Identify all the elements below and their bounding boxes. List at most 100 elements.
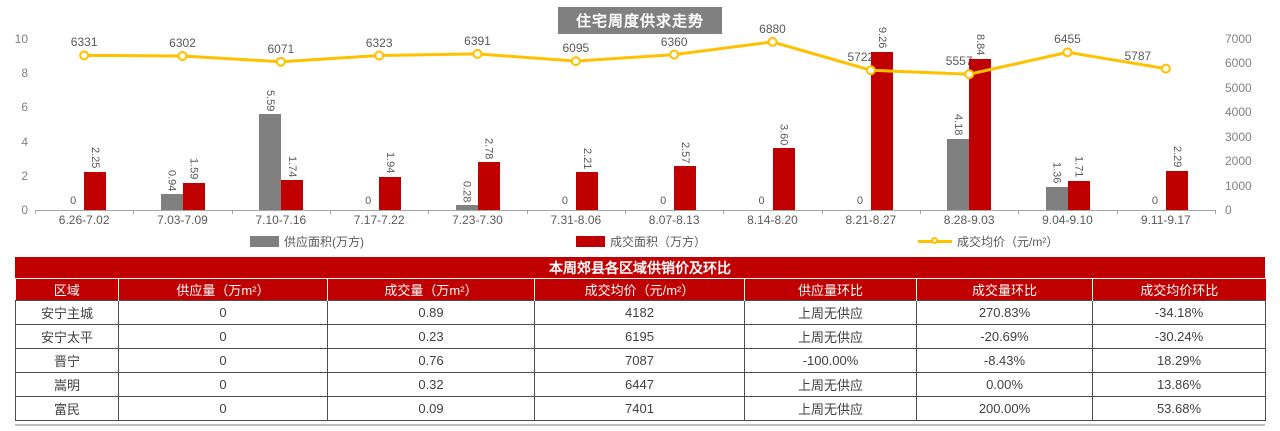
bar-zero-label: 0 [365, 195, 372, 207]
left-axis: 10 8 6 4 2 0 [8, 32, 28, 217]
deal-bar [575, 172, 598, 210]
price-point-marker [374, 50, 385, 61]
bar-value-label: 1.71 [1072, 156, 1085, 178]
plot-area: 6331 6302 6071 6323 6391 6095 6360 6880 5722 5557… [35, 22, 1216, 214]
price-point-marker [669, 49, 680, 60]
table-header-cell: 成交量环比 [916, 279, 1093, 300]
legend-item: 成交面积（万方） [576, 233, 706, 250]
x-axis-tick [1018, 210, 1020, 214]
table-cell: 0 [118, 395, 328, 421]
table-cell: 晋宁 [15, 347, 119, 373]
right-axis-tick: 5000 [1225, 80, 1252, 95]
legend-line-marker [918, 236, 952, 247]
table-header-cell: 供应量环比 [744, 279, 917, 300]
deal-bar [379, 176, 402, 210]
table-cell: 安宁主城 [15, 299, 119, 325]
price-point-label: 6323 [365, 35, 393, 50]
x-category-label: 9.11-9.17 [1140, 213, 1191, 227]
price-trend-line [79, 36, 1171, 80]
table-cell: -30.24% [1092, 323, 1266, 349]
table-cell: -8.43% [916, 347, 1093, 373]
price-point-label: 6360 [660, 34, 688, 49]
price-point-label: 6455 [1054, 32, 1081, 47]
price-point-label: 6391 [464, 33, 491, 48]
deal-bar [477, 162, 500, 210]
bar-value-label: 1.74 [285, 155, 298, 178]
table-cell: 6447 [534, 371, 745, 397]
legend-line-ring [931, 237, 938, 244]
table-cell: 18.29% [1092, 347, 1266, 373]
bar-value-label: 0.28 [460, 180, 473, 203]
legend-label: 成交面积（万方） [610, 235, 707, 249]
table-header-cell: 成交量（万m²） [327, 279, 535, 300]
x-category-label: 7.03-7.09 [157, 213, 208, 227]
price-point-marker [570, 56, 581, 67]
x-axis-tick [1116, 210, 1118, 214]
chart-title: 住宅周度供求走势 [557, 7, 723, 34]
price-point-marker [177, 51, 188, 62]
district-summary-table: 本周郊县各区域供销价及环比 区域 供应量（万m²） 成交量（万m²） 成交均价（元/m… [15, 257, 1266, 426]
bar-zero-label: 0 [856, 195, 863, 207]
supply-bar [160, 193, 183, 210]
bar-value-label: 2.29 [1170, 146, 1183, 168]
right-axis-tick: 4000 [1225, 105, 1252, 120]
deal-bar [182, 182, 205, 210]
table-cell: 0.32 [327, 371, 535, 397]
x-axis-tick [1215, 210, 1216, 214]
table-cell: 0 [118, 323, 328, 349]
x-axis-tick [231, 210, 233, 214]
table-header-row: 区域 供应量（万m²） 成交量（万m²） 成交均价（元/m²） 供应量环比 成交量环比 成交… [15, 279, 1266, 300]
table-row: 富民 0 0.09 7401 上周无供应 200.00% 53.68% [15, 395, 1266, 421]
legend-label: 成交均价（元/m²） [957, 235, 1059, 249]
right-axis-tick: 7000 [1225, 32, 1252, 46]
legend-label: 供应面积(万方) [284, 235, 364, 249]
right-axis-tick: 6000 [1225, 56, 1252, 71]
table-cell: 200.00% [916, 395, 1093, 421]
bar-value-label: 2.21 [580, 147, 593, 170]
deal-bar [674, 166, 697, 210]
district-table: 区域 供应量（万m²） 成交量（万m²） 成交均价（元/m²） 供应量环比 成交量环比 成交… [15, 279, 1266, 421]
table-cell: 0 [118, 299, 328, 325]
price-point-label: 6071 [267, 41, 295, 56]
x-category-label: 8.07-8.13 [648, 213, 700, 227]
x-category-label: 8.28-9.03 [943, 213, 995, 227]
table-row: 晋宁 0 0.76 7087 -100.00% -8.43% 18.29% [15, 347, 1266, 373]
deal-bar [772, 148, 795, 210]
x-axis-tick [330, 210, 331, 214]
table-header-cell: 成交均价（元/m²） [534, 279, 745, 300]
left-axis-tick: 2 [21, 168, 28, 183]
supply-bar [455, 205, 478, 210]
x-axis-tick [821, 210, 823, 214]
bar-value-label: 1.59 [187, 158, 200, 180]
table-cell: 0.09 [327, 395, 535, 421]
price-point-label: 6302 [169, 36, 196, 51]
bar-value-label: 2.25 [89, 147, 102, 169]
price-point-marker [275, 56, 286, 67]
table-cell: 4182 [534, 299, 745, 325]
table-cell: 270.83% [916, 299, 1093, 325]
left-axis-tick: 6 [21, 100, 28, 115]
deal-bar [870, 51, 893, 210]
table-header-cell: 区域 [15, 279, 119, 300]
table-cell: -100.00% [744, 347, 917, 373]
x-category-label: 8.14-8.20 [747, 213, 798, 227]
table-cell: 0 [118, 371, 328, 397]
bar-zero-label: 0 [1151, 195, 1158, 207]
left-axis-tick: 8 [21, 66, 28, 81]
x-axis-tick [526, 210, 528, 214]
x-category-label: 7.10-7.16 [255, 213, 307, 227]
bar-value-label: 4.18 [952, 114, 965, 136]
bar-zero-label: 0 [758, 195, 765, 207]
bar-zero-label: 0 [561, 195, 568, 207]
table-cell: 富民 [15, 395, 119, 421]
deal-bar [1067, 180, 1090, 210]
x-category-label: 9.04-9.10 [1042, 213, 1093, 227]
table-header-cell: 供应量（万m²） [118, 279, 328, 300]
price-point-marker [1062, 47, 1073, 58]
table-row: 安宁太平 0 0.23 6195 上周无供应 -20.69% -30.24% [15, 323, 1266, 349]
price-point-label: 5787 [1124, 48, 1152, 63]
price-point-label: 6331 [70, 35, 98, 50]
table-cell: -20.69% [916, 323, 1093, 349]
price-point-marker [472, 48, 483, 59]
